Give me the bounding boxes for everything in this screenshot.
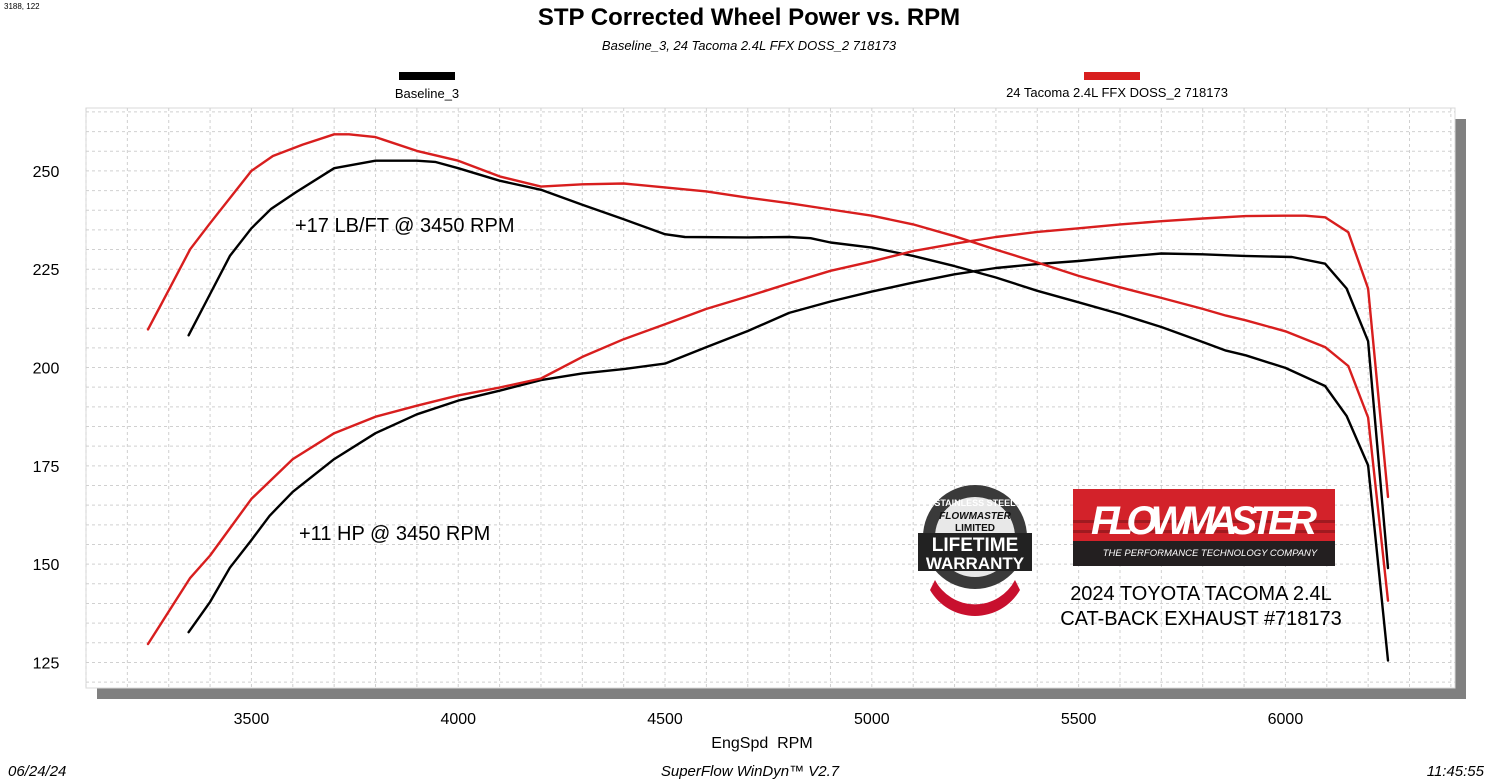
chart-subtitle: Baseline_3, 24 Tacoma 2.4L FFX DOSS_2 71… <box>602 38 897 53</box>
legend-swatch-modified <box>1084 72 1140 80</box>
x-tick-label: 4000 <box>440 711 476 728</box>
svg-text:LIFETIME: LIFETIME <box>932 535 1019 556</box>
legend-label-baseline: Baseline_3 <box>395 86 459 101</box>
torque-gain-annotation: +17 LB/FT @ 3450 RPM <box>295 215 514 237</box>
y-tick-label: 225 <box>33 262 60 279</box>
svg-text:FLOWMASTER: FLOWMASTER <box>939 511 1011 522</box>
x-axis: 3500 4000 4500 5000 5500 6000 <box>234 711 1304 728</box>
x-tick-label: 5000 <box>854 711 890 728</box>
y-tick-label: 250 <box>33 164 60 181</box>
x-axis-label: EngSpd RPM <box>711 735 812 752</box>
x-tick-label: 5500 <box>1061 711 1097 728</box>
series-lines <box>146 133 1390 662</box>
series-line-modified-lower <box>146 214 1390 646</box>
lifetime-warranty-logo: STAINLESS STEEL FLOWMASTER LIMITED LIFET… <box>918 485 1032 616</box>
y-axis: 125 150 175 200 225 250 <box>33 164 60 673</box>
svg-text:WARRANTY: WARRANTY <box>926 554 1025 573</box>
svg-text:LIMITED: LIMITED <box>955 523 995 534</box>
legend-label-modified: 24 Tacoma 2.4L FFX DOSS_2 718173 <box>1006 85 1228 100</box>
y-tick-label: 150 <box>33 557 60 574</box>
series-line-baseline-upper <box>187 159 1390 662</box>
series-line-modified-upper <box>146 133 1390 602</box>
y-tick-label: 175 <box>33 459 60 476</box>
svg-text:FLOWMASTER: FLOWMASTER <box>1091 499 1317 543</box>
svg-text:THE PERFORMANCE TECHNOLOGY COM: THE PERFORMANCE TECHNOLOGY COMPANY <box>1103 548 1318 559</box>
corner-readout: 3188, 122 <box>4 2 40 11</box>
vehicle-line-1: 2024 TOYOTA TACOMA 2.4L <box>1070 583 1332 605</box>
svg-text:STAINLESS STEEL: STAINLESS STEEL <box>934 498 1016 508</box>
hp-gain-annotation: +11 HP @ 3450 RPM <box>299 523 490 545</box>
vehicle-line-2: CAT-BACK EXHAUST #718173 <box>1060 608 1342 630</box>
x-tick-label: 4500 <box>647 711 683 728</box>
footer-software: SuperFlow WinDyn™ V2.7 <box>661 763 840 779</box>
footer-date: 06/24/24 <box>8 763 66 779</box>
flowmaster-logo: FLOWMASTER THE PERFORMANCE TECHNOLOGY CO… <box>1073 489 1335 566</box>
plot-area <box>85 107 1456 689</box>
y-tick-label: 125 <box>33 655 60 672</box>
footer-time: 11:45:55 <box>1427 763 1485 779</box>
y-tick-label: 200 <box>33 361 60 378</box>
chart-title: STP Corrected Wheel Power vs. RPM <box>538 4 960 31</box>
x-tick-label: 6000 <box>1268 711 1304 728</box>
legend-swatch-baseline <box>399 72 455 80</box>
legend: Baseline_3 24 Tacoma 2.4L FFX DOSS_2 718… <box>395 72 1228 101</box>
series-line-baseline-lower <box>187 252 1390 634</box>
x-tick-label: 3500 <box>234 711 270 728</box>
